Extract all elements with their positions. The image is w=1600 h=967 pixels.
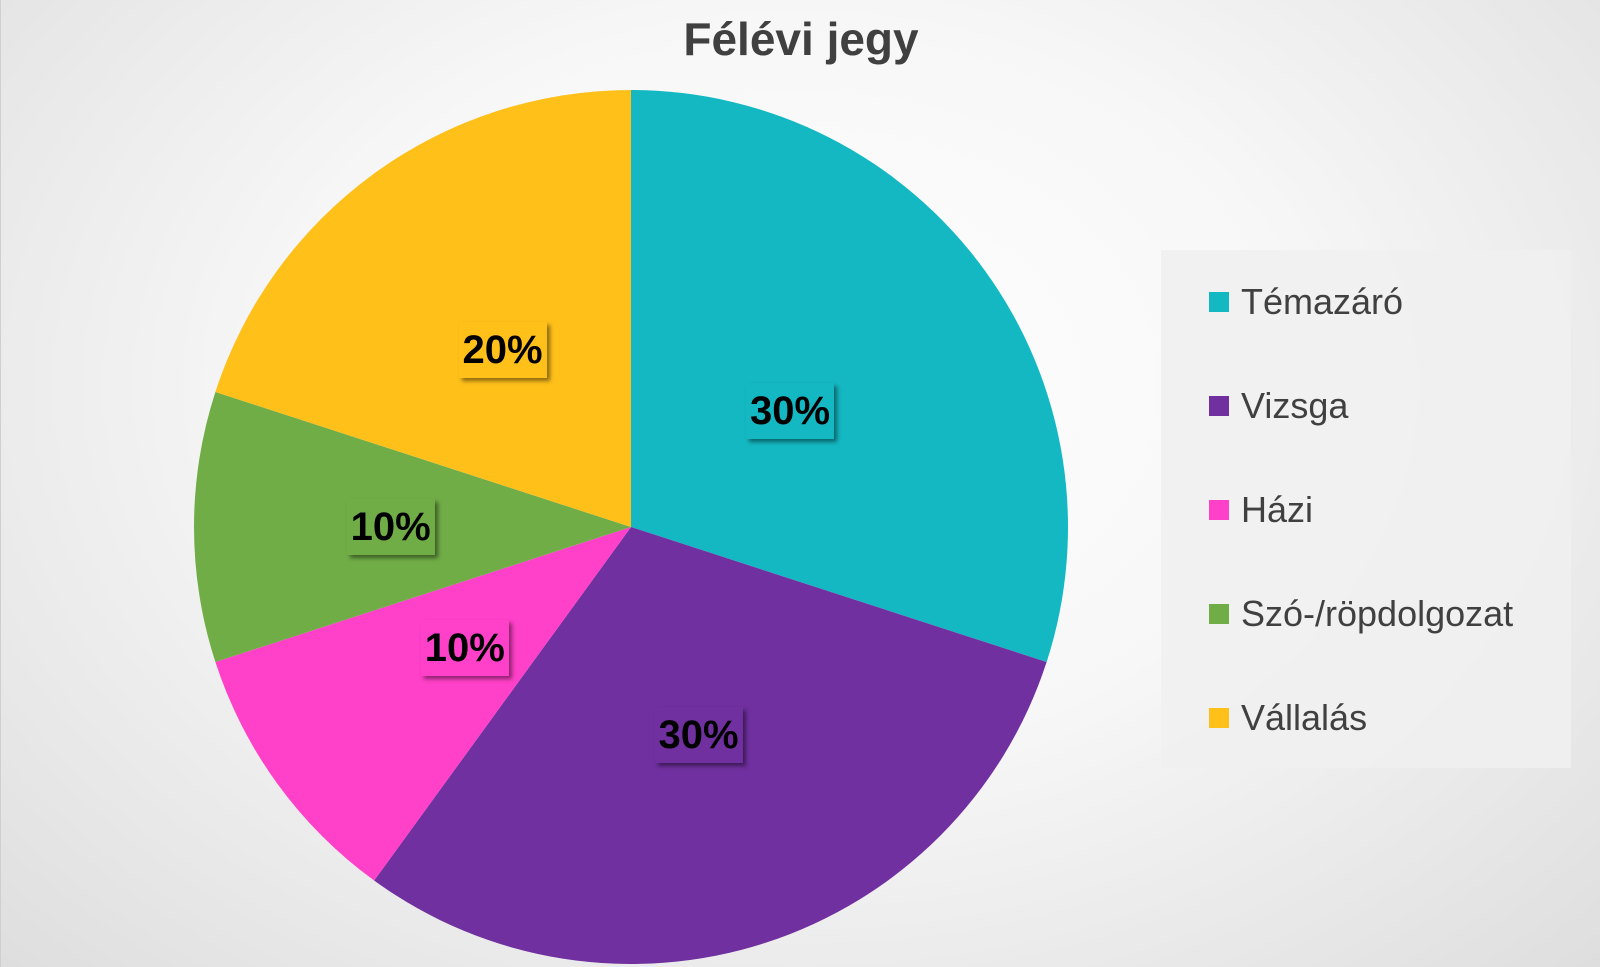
pie-slice-3 <box>215 527 631 881</box>
legend-swatch <box>1209 604 1229 624</box>
legend-label: Szó-/röpdolgozat <box>1241 593 1514 634</box>
chart-title: Félévi jegy <box>683 13 919 65</box>
legend-swatch <box>1209 396 1229 416</box>
legend-item-5: Vállalás <box>1209 693 1367 743</box>
legend-item-3: Házi <box>1209 485 1313 535</box>
legend-label: Házi <box>1241 489 1314 530</box>
legend-swatch <box>1209 708 1229 728</box>
pie-slice-1 <box>631 90 1068 663</box>
legend-swatch <box>1209 500 1229 520</box>
legend-item-4: Szó-/röpdolgozat <box>1209 589 1513 639</box>
legend-label: Vizsga <box>1241 385 1349 426</box>
data-label-5: 20% <box>458 322 547 379</box>
legend-item-2: Vizsga <box>1209 381 1348 431</box>
chart-legend: Témazáró Vizsga Házi Szó-/röpdolgozat Vállal… <box>1161 250 1571 768</box>
pie-slice-5 <box>215 90 631 527</box>
legend-swatch <box>1209 292 1229 312</box>
data-label-2: 30% <box>654 706 743 763</box>
data-label-3: 10% <box>420 619 509 676</box>
legend-label: Témazáró <box>1241 281 1404 322</box>
data-label-1: 30% <box>746 383 835 440</box>
legend-item-1: Témazáró <box>1209 277 1403 327</box>
data-label-4: 10% <box>346 499 435 555</box>
legend-label: Vállalás <box>1241 697 1368 738</box>
